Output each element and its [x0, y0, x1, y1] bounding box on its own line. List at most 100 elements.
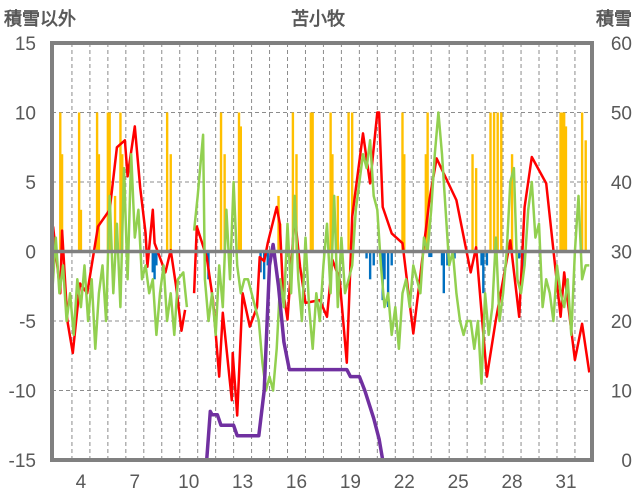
red-series-line	[51, 125, 187, 355]
axes	[50, 41, 594, 462]
orange-bar	[474, 168, 478, 252]
blue-bar	[155, 251, 158, 266]
x-tick-label: 25	[448, 472, 469, 493]
blue-bar	[372, 251, 375, 266]
blue-bar	[518, 251, 521, 259]
green-series-line	[192, 111, 590, 392]
blue-bar	[440, 251, 444, 266]
orange-bar	[309, 112, 313, 252]
orange-bar	[584, 140, 587, 252]
blue-bar	[266, 251, 269, 266]
orange-bar	[347, 112, 350, 252]
orange-bar	[500, 112, 503, 252]
left-tick-label: 10	[15, 104, 36, 125]
orange-bar	[97, 154, 101, 252]
orange-bar	[424, 154, 428, 252]
left-tick-label: 0	[25, 243, 36, 264]
orange-bar	[59, 112, 62, 252]
left-tick-label: -5	[19, 312, 36, 333]
red-series-line	[192, 111, 591, 417]
right-tick-label: 10	[611, 382, 632, 403]
orange-bar	[79, 209, 83, 252]
blue-bar	[485, 251, 489, 266]
orange-bar	[350, 112, 354, 252]
orange-bar	[561, 112, 564, 252]
orange-bar	[95, 112, 99, 252]
orange-bar	[169, 154, 172, 252]
orange-bar	[77, 112, 81, 252]
green-series-line	[50, 152, 189, 351]
orange-bar	[106, 112, 110, 252]
chart-title: 苫小牧	[291, 8, 346, 29]
orange-bar	[277, 195, 280, 252]
x-tick-label: 7	[130, 472, 141, 493]
orange-bar	[510, 154, 514, 252]
x-tick-label: 19	[340, 472, 361, 493]
orange-bar	[295, 154, 298, 252]
left-tick-label: 15	[15, 34, 36, 55]
blue-bar	[151, 251, 154, 273]
blue-bar	[262, 251, 266, 280]
x-tick-label: 10	[178, 472, 199, 493]
orange-bar	[223, 154, 226, 252]
orange-bar	[119, 112, 122, 252]
right-tick-label: 40	[611, 173, 632, 194]
orange-bar	[492, 112, 496, 252]
orange-bar	[559, 112, 562, 252]
orange-bar	[331, 154, 334, 252]
x-tick-label: 13	[232, 472, 253, 493]
orange-bar	[291, 112, 295, 252]
blue-bar	[390, 251, 393, 266]
orange-bar	[401, 112, 404, 252]
right-tick-label: 50	[611, 104, 632, 125]
orange-bar	[471, 154, 474, 252]
orange-bar	[239, 126, 243, 252]
left-tick-label: 5	[25, 173, 36, 194]
bars	[59, 112, 587, 308]
left-axis-label: 積雪以外	[3, 8, 76, 29]
blue-bar	[368, 251, 372, 280]
blue-bar	[453, 251, 456, 259]
right-tick-label: 30	[611, 243, 632, 264]
x-tick-label: 28	[501, 472, 522, 493]
orange-bar	[165, 112, 169, 252]
orange-bar	[60, 154, 64, 252]
orange-bar	[426, 112, 429, 252]
blue-bar	[428, 251, 431, 258]
orange-bar	[496, 112, 499, 252]
orange-bar	[113, 195, 117, 252]
x-tick-label: 4	[76, 472, 87, 493]
orange-bar	[403, 154, 406, 252]
orange-bar	[580, 112, 584, 252]
blue-bar	[482, 251, 485, 294]
right-axis-label: 積雪	[595, 8, 632, 29]
blue-bar	[446, 251, 449, 266]
right-tick-label: 20	[611, 312, 632, 333]
orange-bar	[237, 112, 241, 252]
orange-bar	[108, 112, 111, 252]
x-tick-label: 31	[555, 472, 576, 493]
series-lines	[50, 111, 592, 462]
blue-bar	[442, 251, 445, 294]
blue-bar	[365, 251, 368, 259]
blue-bar	[386, 251, 390, 308]
orange-bar	[311, 112, 314, 252]
orange-bar	[219, 112, 223, 252]
orange-bar	[329, 112, 332, 252]
x-tick-label: 22	[394, 472, 415, 493]
right-tick-label: 60	[611, 34, 632, 55]
orange-bar	[336, 195, 340, 252]
blue-bar	[430, 251, 433, 258]
plot-frame	[50, 41, 594, 462]
orange-bar	[489, 112, 492, 252]
left-tick-label: -10	[9, 382, 36, 403]
blue-bar	[383, 251, 386, 280]
orange-bar	[562, 112, 566, 252]
blue-bar	[480, 251, 483, 266]
orange-bar	[564, 126, 568, 252]
x-tick-label: 16	[286, 472, 307, 493]
left-tick-label: -15	[9, 451, 36, 472]
purple-series-line	[195, 242, 592, 462]
